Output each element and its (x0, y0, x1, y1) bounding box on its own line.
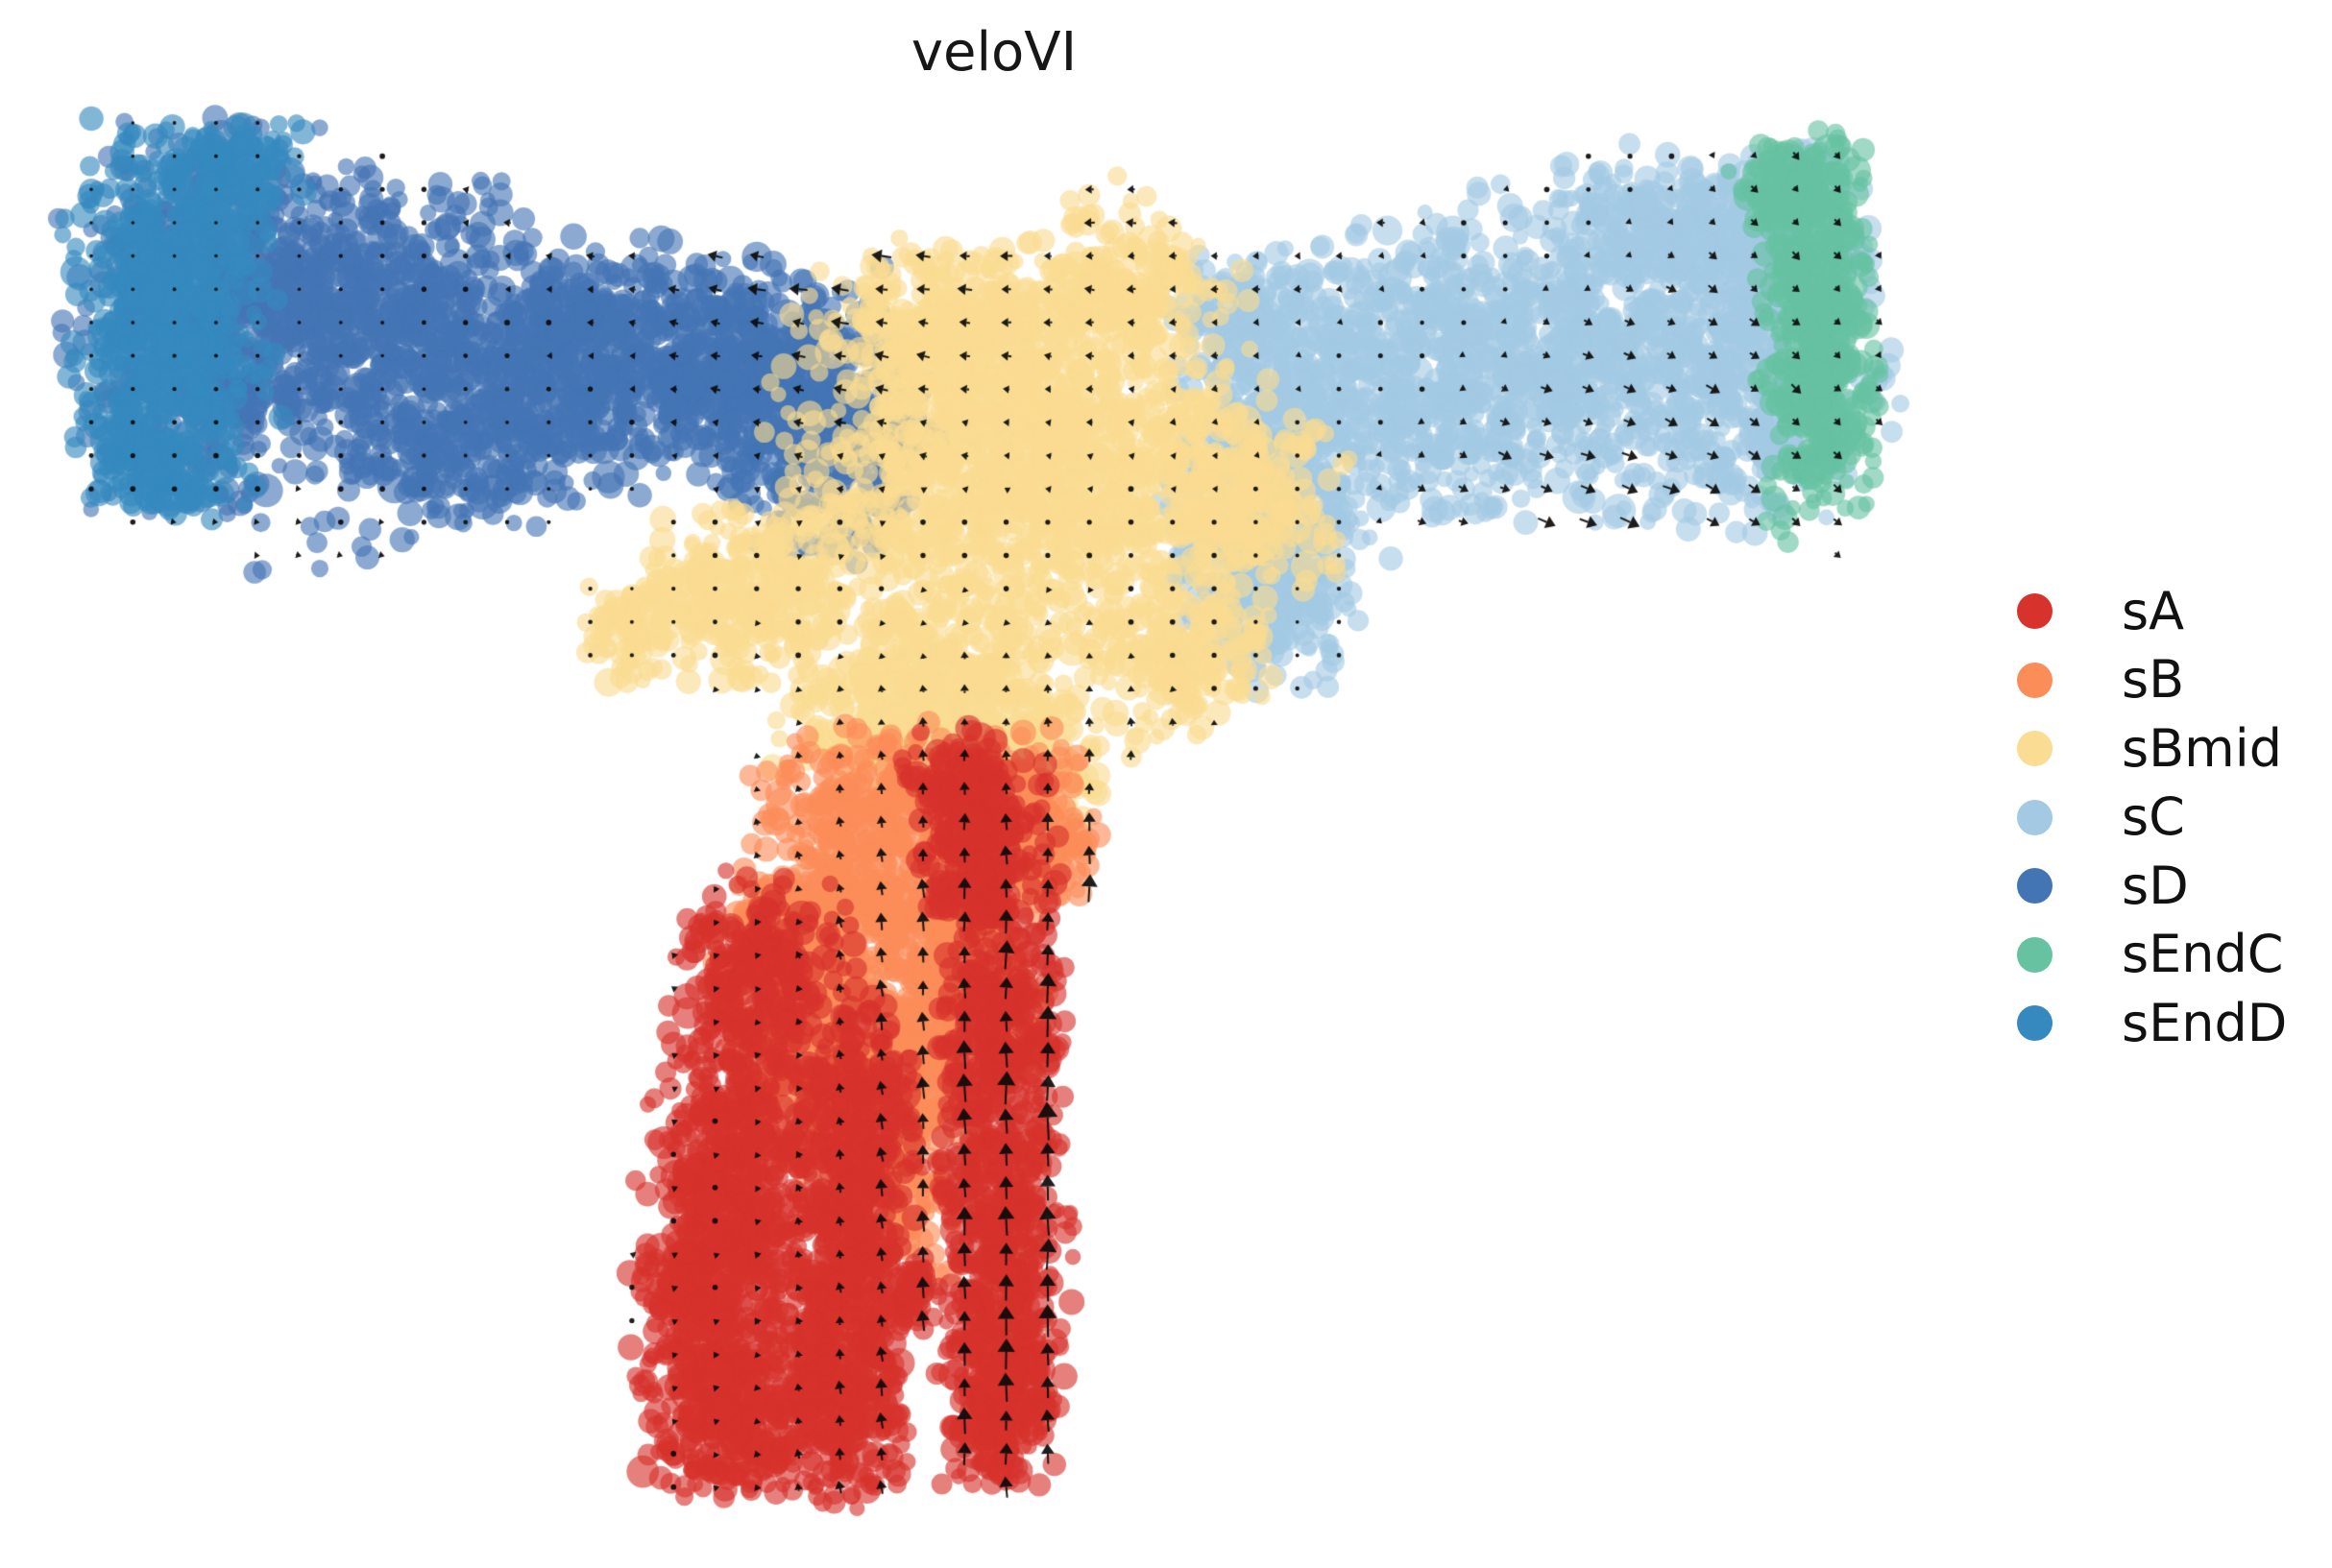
legend-item-sD: sD (2017, 852, 2287, 921)
legend-item-sB: sB (2017, 646, 2287, 715)
legend-marker-icon (2017, 1005, 2053, 1042)
legend-marker-icon (2017, 868, 2053, 905)
legend-item-sBmid: sBmid (2017, 714, 2287, 784)
legend-label: sD (2122, 855, 2189, 916)
legend-label: sA (2122, 580, 2185, 641)
legend-item-sEndC: sEndC (2017, 921, 2287, 990)
legend-item-sEndD: sEndD (2017, 989, 2287, 1058)
legend: sA sB sBmid sC sD sEndC sEndD (2017, 577, 2287, 1058)
legend-marker-icon (2017, 593, 2053, 630)
legend-marker-icon (2017, 936, 2053, 973)
legend-item-sA: sA (2017, 577, 2287, 646)
legend-label: sC (2122, 786, 2185, 848)
legend-item-sC: sC (2017, 784, 2287, 853)
legend-marker-icon (2017, 799, 2053, 835)
legend-marker-icon (2017, 662, 2053, 698)
legend-label: sB (2122, 649, 2185, 711)
legend-label: sBmid (2122, 717, 2283, 779)
legend-label: sEndC (2122, 924, 2284, 985)
legend-label: sEndD (2122, 992, 2288, 1053)
plot-title: veloVI (911, 21, 1078, 84)
legend-marker-icon (2017, 731, 2053, 767)
